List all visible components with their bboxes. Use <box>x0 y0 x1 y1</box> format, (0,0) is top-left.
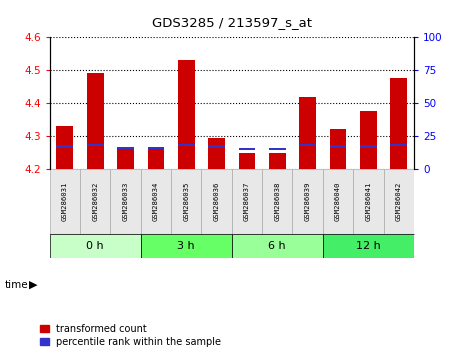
Bar <box>117 147 134 149</box>
Bar <box>208 145 225 148</box>
FancyBboxPatch shape <box>50 234 140 258</box>
FancyBboxPatch shape <box>262 169 292 234</box>
Text: GSM286037: GSM286037 <box>244 182 250 221</box>
FancyBboxPatch shape <box>323 234 414 258</box>
FancyBboxPatch shape <box>353 169 384 234</box>
Bar <box>87 144 104 147</box>
Text: GSM286035: GSM286035 <box>183 182 189 221</box>
Bar <box>299 144 316 147</box>
Text: 12 h: 12 h <box>356 241 381 251</box>
FancyBboxPatch shape <box>140 169 171 234</box>
FancyBboxPatch shape <box>50 169 80 234</box>
Bar <box>360 145 377 148</box>
FancyBboxPatch shape <box>232 234 323 258</box>
Bar <box>238 153 255 169</box>
Text: 3 h: 3 h <box>177 241 195 251</box>
Text: GSM286042: GSM286042 <box>396 182 402 221</box>
Bar <box>390 78 407 169</box>
FancyBboxPatch shape <box>201 169 232 234</box>
Bar <box>178 60 194 169</box>
Bar <box>56 145 73 148</box>
Text: GSM286036: GSM286036 <box>214 182 219 221</box>
Text: ▶: ▶ <box>29 280 38 290</box>
Bar <box>299 97 316 169</box>
Bar <box>178 144 194 147</box>
FancyBboxPatch shape <box>292 169 323 234</box>
FancyBboxPatch shape <box>384 169 414 234</box>
Text: time: time <box>5 280 28 290</box>
Bar <box>330 145 346 148</box>
FancyBboxPatch shape <box>323 169 353 234</box>
FancyBboxPatch shape <box>171 169 201 234</box>
Bar <box>117 148 134 169</box>
Text: GSM286041: GSM286041 <box>365 182 371 221</box>
Text: GSM286039: GSM286039 <box>305 182 311 221</box>
Bar <box>208 138 225 169</box>
Text: GSM286038: GSM286038 <box>274 182 280 221</box>
Bar <box>148 149 164 169</box>
Bar <box>269 153 286 169</box>
Bar <box>269 148 286 150</box>
Bar <box>390 144 407 147</box>
Bar <box>330 130 346 169</box>
Text: GSM286032: GSM286032 <box>92 182 98 221</box>
Bar <box>360 112 377 169</box>
Text: GSM286034: GSM286034 <box>153 182 159 221</box>
Text: GSM286040: GSM286040 <box>335 182 341 221</box>
FancyBboxPatch shape <box>80 169 110 234</box>
Text: GSM286031: GSM286031 <box>62 182 68 221</box>
Bar <box>238 148 255 150</box>
Legend: transformed count, percentile rank within the sample: transformed count, percentile rank withi… <box>38 322 223 349</box>
Text: GSM286033: GSM286033 <box>123 182 129 221</box>
Bar <box>148 147 164 149</box>
FancyBboxPatch shape <box>110 169 140 234</box>
Text: 0 h: 0 h <box>87 241 104 251</box>
FancyBboxPatch shape <box>140 234 232 258</box>
Text: 6 h: 6 h <box>269 241 286 251</box>
Text: GDS3285 / 213597_s_at: GDS3285 / 213597_s_at <box>152 16 312 29</box>
Bar <box>87 73 104 169</box>
FancyBboxPatch shape <box>232 169 262 234</box>
Bar <box>56 126 73 169</box>
